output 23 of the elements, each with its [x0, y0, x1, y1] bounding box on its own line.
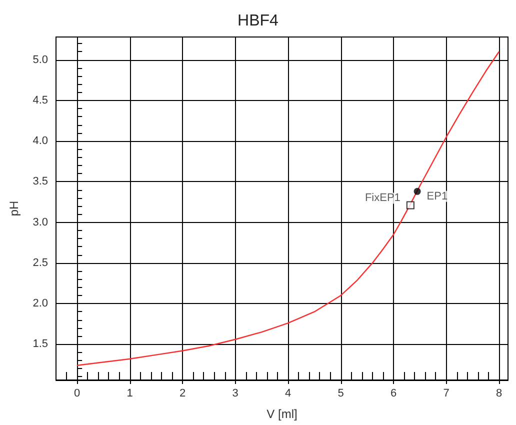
y-tick-label: 2.5: [32, 256, 48, 269]
x-tick-label: 2: [180, 388, 186, 400]
y-tick-label: 2.0: [32, 298, 48, 310]
y-tick-label: 5.0: [32, 54, 48, 66]
x-tick-label: 8: [496, 388, 502, 400]
y-axis-title: pH: [7, 200, 21, 216]
series-label: FixEP1: [364, 192, 400, 204]
x-tick-label: 0: [74, 388, 80, 400]
y-tick-label: 1.5: [32, 338, 48, 350]
line-series: [76, 51, 500, 366]
chart-title: HBF4: [238, 12, 279, 30]
y-tick-label: 4.5: [32, 94, 48, 106]
series-label: EP1: [426, 190, 448, 202]
x-tick-label: 6: [390, 388, 397, 400]
x-tick-label: 7: [443, 388, 450, 400]
x-tick-label: 5: [338, 388, 344, 400]
y-tick-label: 3.5: [32, 176, 48, 188]
x-tick-label: 3: [232, 388, 238, 400]
x-tick-label: 4: [285, 388, 292, 400]
x-tick-label: 1: [126, 388, 133, 400]
y-tick-label: 4.0: [32, 135, 48, 148]
y-tick-label: 3.0: [32, 216, 48, 228]
x-axis-title: V [ml]: [266, 407, 298, 421]
